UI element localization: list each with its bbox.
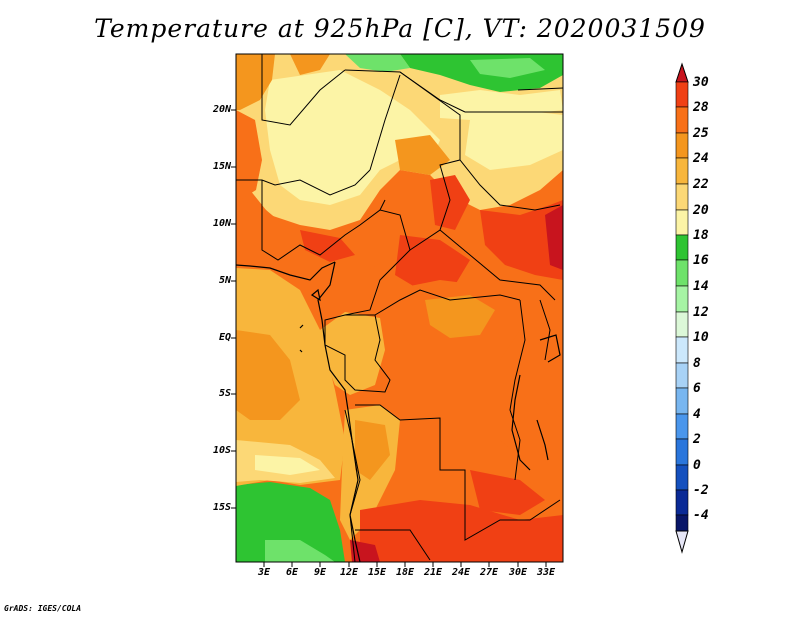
- lat-label: 15S: [212, 502, 231, 513]
- colorbar-label: 10: [693, 330, 709, 345]
- lon-label: 24E: [451, 567, 471, 578]
- colorbar-label: 2: [693, 432, 701, 447]
- map-title: Temperature at 925hPa [C], VT: 202003150…: [94, 14, 706, 43]
- lon-label: 12E: [339, 567, 359, 578]
- colorbar-label: 0: [693, 458, 701, 473]
- colorbar-label: 8: [693, 356, 701, 371]
- lat-label: 5S: [218, 388, 231, 399]
- colorbar-label: 18: [693, 228, 709, 243]
- lon-label: 33E: [536, 567, 556, 578]
- colorbar-label: 25: [693, 126, 709, 141]
- lat-ticks: [231, 109, 236, 509]
- lat-label: 10N: [212, 218, 231, 229]
- colorbar-label: -2: [693, 483, 709, 498]
- colorbar-top-arrow: [675, 62, 689, 83]
- colorbar-label: 4: [693, 407, 701, 422]
- lon-label: 9E: [313, 567, 327, 578]
- credit-text: GrADS: IGES/COLA: [4, 604, 82, 613]
- lon-ticks: [263, 562, 547, 567]
- lat-label: 20N: [212, 104, 231, 115]
- country-borders: [236, 54, 563, 562]
- lon-label: 18E: [395, 567, 415, 578]
- lat-label: 10S: [212, 445, 231, 456]
- colorbar-label: 14: [693, 279, 709, 294]
- colorbar-label: 6: [693, 381, 701, 396]
- lon-label: 3E: [257, 567, 271, 578]
- lon-label: 21E: [423, 567, 443, 578]
- lon-label: 27E: [479, 567, 499, 578]
- lat-label: EQ: [218, 332, 231, 343]
- colorbar-label: 22: [693, 177, 709, 192]
- colorbar-label: 20: [693, 203, 709, 218]
- lat-label: 15N: [212, 161, 231, 172]
- temperature-field: [236, 54, 563, 562]
- lon-label: 30E: [508, 567, 528, 578]
- colorbar-label: 24: [693, 151, 709, 166]
- lon-label: 6E: [285, 567, 299, 578]
- colorbar: [675, 62, 689, 554]
- colorbar-label: 28: [693, 100, 709, 115]
- lat-label: 5N: [218, 275, 231, 286]
- colorbar-label: 30: [693, 75, 709, 90]
- coastlines: [236, 261, 561, 562]
- colorbar-bottom-arrow: [675, 530, 689, 554]
- colorbar-label: 16: [693, 253, 709, 268]
- lon-label: 15E: [367, 567, 387, 578]
- colorbar-label: 12: [693, 305, 709, 320]
- colorbar-label: -4: [693, 508, 709, 523]
